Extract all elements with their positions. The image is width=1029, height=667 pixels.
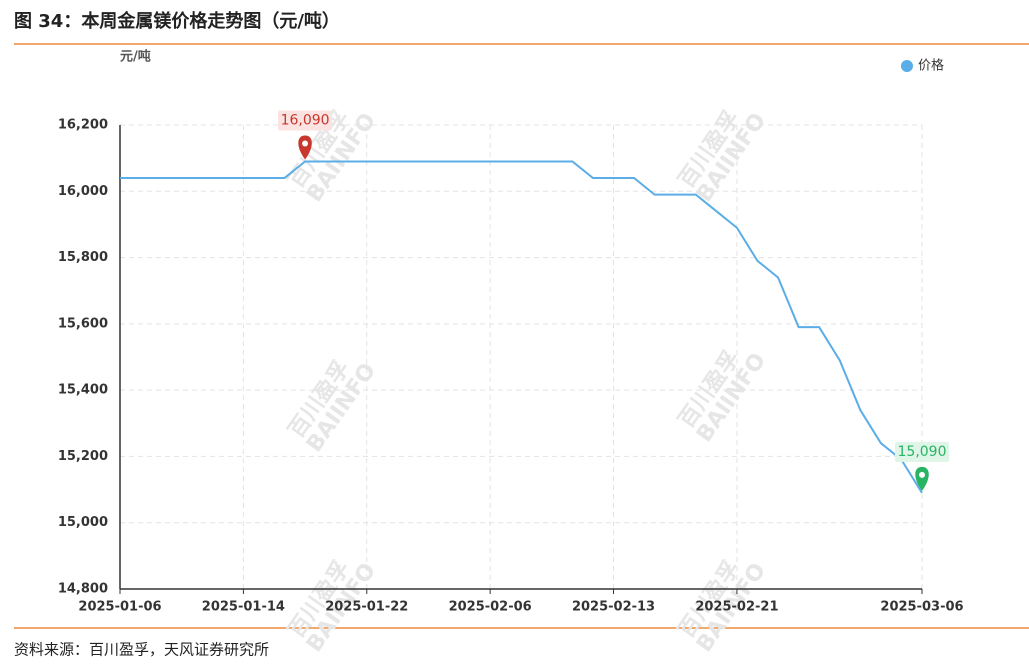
y-tick-label: 16,200 bbox=[58, 118, 108, 133]
x-tick-label: 2025-03-06 bbox=[880, 600, 963, 615]
pin-dot bbox=[302, 140, 309, 147]
pin-marker bbox=[915, 466, 929, 491]
y-tick-label: 15,800 bbox=[58, 250, 108, 265]
x-tick-label: 2025-01-06 bbox=[78, 600, 161, 615]
x-tick-label: 2025-02-06 bbox=[449, 600, 532, 615]
y-tick-label: 15,000 bbox=[58, 515, 108, 530]
x-tick-label: 2025-02-21 bbox=[695, 600, 778, 615]
x-tick-label: 2025-01-22 bbox=[325, 600, 408, 615]
legend-swatch bbox=[901, 60, 913, 72]
y-unit: 元/吨 bbox=[120, 49, 151, 65]
value-label-bg bbox=[895, 441, 949, 462]
pin-marker bbox=[298, 135, 312, 160]
x-tick-label: 2025-02-13 bbox=[572, 600, 655, 615]
y-tick-label: 15,600 bbox=[58, 316, 108, 331]
y-tick-label: 14,800 bbox=[58, 582, 108, 597]
value-label-bg bbox=[278, 110, 333, 131]
value-label: 16,090 bbox=[281, 112, 330, 128]
chart-title: 图 34：本周金属镁价格走势图（元/吨） bbox=[14, 10, 340, 32]
value-label: 15,090 bbox=[898, 444, 947, 460]
line bbox=[120, 160, 923, 494]
x-tick-label: 2025-01-14 bbox=[202, 600, 285, 615]
y-tick-label: 15,400 bbox=[58, 383, 108, 398]
y-tick-label: 16,000 bbox=[58, 184, 108, 199]
y-tick-label: 15,200 bbox=[58, 449, 108, 464]
legend-label: 价格 bbox=[918, 58, 944, 74]
source: 资料来源：百川盈孚，天风证券研究所 bbox=[14, 641, 269, 659]
pin-dot bbox=[919, 471, 925, 478]
